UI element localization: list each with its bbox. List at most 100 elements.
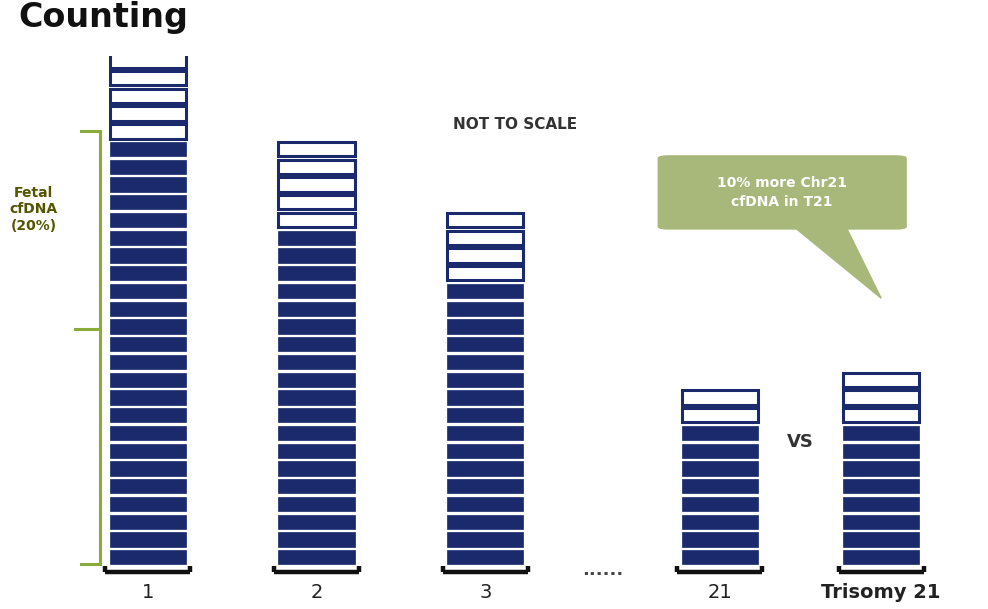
- Text: 21: 21: [707, 583, 732, 602]
- FancyBboxPatch shape: [843, 408, 919, 423]
- FancyBboxPatch shape: [279, 426, 355, 440]
- FancyBboxPatch shape: [843, 426, 919, 440]
- FancyBboxPatch shape: [110, 319, 186, 334]
- FancyBboxPatch shape: [110, 266, 186, 281]
- Text: 1: 1: [142, 583, 154, 602]
- FancyBboxPatch shape: [110, 373, 186, 387]
- FancyBboxPatch shape: [448, 497, 524, 511]
- FancyBboxPatch shape: [843, 462, 919, 476]
- FancyBboxPatch shape: [110, 532, 186, 547]
- FancyBboxPatch shape: [110, 53, 186, 68]
- Text: 10% more Chr21
cfDNA in T21: 10% more Chr21 cfDNA in T21: [717, 176, 847, 209]
- FancyBboxPatch shape: [110, 408, 186, 423]
- FancyBboxPatch shape: [682, 426, 758, 440]
- FancyBboxPatch shape: [110, 479, 186, 493]
- FancyBboxPatch shape: [279, 497, 355, 511]
- FancyBboxPatch shape: [110, 107, 186, 121]
- FancyBboxPatch shape: [448, 213, 524, 227]
- FancyBboxPatch shape: [682, 443, 758, 458]
- FancyBboxPatch shape: [448, 462, 524, 476]
- FancyBboxPatch shape: [448, 479, 524, 493]
- FancyBboxPatch shape: [843, 373, 919, 387]
- FancyBboxPatch shape: [279, 177, 355, 192]
- FancyBboxPatch shape: [843, 497, 919, 511]
- FancyBboxPatch shape: [448, 248, 524, 262]
- FancyBboxPatch shape: [110, 443, 186, 458]
- FancyBboxPatch shape: [448, 355, 524, 369]
- FancyBboxPatch shape: [448, 301, 524, 316]
- FancyBboxPatch shape: [682, 515, 758, 529]
- FancyBboxPatch shape: [110, 426, 186, 440]
- FancyBboxPatch shape: [448, 266, 524, 281]
- FancyBboxPatch shape: [279, 337, 355, 351]
- FancyBboxPatch shape: [448, 532, 524, 547]
- FancyBboxPatch shape: [682, 479, 758, 493]
- FancyBboxPatch shape: [110, 390, 186, 405]
- FancyBboxPatch shape: [279, 160, 355, 174]
- FancyBboxPatch shape: [682, 497, 758, 511]
- FancyBboxPatch shape: [682, 408, 758, 423]
- FancyBboxPatch shape: [279, 550, 355, 565]
- FancyBboxPatch shape: [110, 462, 186, 476]
- FancyBboxPatch shape: [279, 390, 355, 405]
- FancyBboxPatch shape: [279, 142, 355, 157]
- FancyBboxPatch shape: [110, 35, 186, 50]
- FancyBboxPatch shape: [110, 497, 186, 511]
- FancyBboxPatch shape: [448, 337, 524, 351]
- FancyBboxPatch shape: [110, 301, 186, 316]
- FancyBboxPatch shape: [448, 443, 524, 458]
- Text: NOT TO SCALE: NOT TO SCALE: [453, 117, 577, 132]
- FancyBboxPatch shape: [110, 71, 186, 85]
- FancyBboxPatch shape: [110, 177, 186, 192]
- FancyBboxPatch shape: [110, 550, 186, 565]
- FancyBboxPatch shape: [682, 550, 758, 565]
- FancyBboxPatch shape: [448, 373, 524, 387]
- FancyBboxPatch shape: [110, 231, 186, 245]
- FancyBboxPatch shape: [279, 408, 355, 423]
- FancyBboxPatch shape: [843, 515, 919, 529]
- FancyBboxPatch shape: [843, 532, 919, 547]
- FancyBboxPatch shape: [448, 284, 524, 298]
- FancyBboxPatch shape: [658, 156, 906, 229]
- FancyBboxPatch shape: [279, 248, 355, 262]
- FancyBboxPatch shape: [110, 515, 186, 529]
- FancyBboxPatch shape: [110, 355, 186, 369]
- FancyBboxPatch shape: [448, 390, 524, 405]
- FancyBboxPatch shape: [279, 284, 355, 298]
- FancyBboxPatch shape: [279, 443, 355, 458]
- FancyBboxPatch shape: [279, 373, 355, 387]
- FancyBboxPatch shape: [448, 426, 524, 440]
- FancyBboxPatch shape: [110, 284, 186, 298]
- Text: VS: VS: [787, 432, 814, 451]
- Text: Fetal
cfDNA
(20%): Fetal cfDNA (20%): [10, 186, 57, 233]
- FancyBboxPatch shape: [279, 195, 355, 209]
- FancyBboxPatch shape: [110, 337, 186, 351]
- Text: ......: ......: [582, 560, 623, 579]
- FancyBboxPatch shape: [682, 532, 758, 547]
- Text: 3: 3: [479, 583, 491, 602]
- FancyBboxPatch shape: [110, 248, 186, 262]
- FancyBboxPatch shape: [279, 266, 355, 281]
- FancyBboxPatch shape: [448, 515, 524, 529]
- FancyBboxPatch shape: [279, 532, 355, 547]
- FancyBboxPatch shape: [448, 408, 524, 423]
- FancyBboxPatch shape: [110, 213, 186, 227]
- FancyBboxPatch shape: [448, 550, 524, 565]
- FancyBboxPatch shape: [279, 231, 355, 245]
- FancyBboxPatch shape: [110, 89, 186, 103]
- Polygon shape: [793, 227, 881, 298]
- FancyBboxPatch shape: [279, 213, 355, 227]
- Text: Trisomy 21: Trisomy 21: [821, 583, 941, 602]
- FancyBboxPatch shape: [843, 390, 919, 405]
- FancyBboxPatch shape: [110, 142, 186, 157]
- FancyBboxPatch shape: [110, 124, 186, 138]
- FancyBboxPatch shape: [279, 355, 355, 369]
- FancyBboxPatch shape: [110, 160, 186, 174]
- FancyBboxPatch shape: [843, 550, 919, 565]
- FancyBboxPatch shape: [448, 231, 524, 245]
- FancyBboxPatch shape: [682, 390, 758, 405]
- FancyBboxPatch shape: [279, 301, 355, 316]
- FancyBboxPatch shape: [843, 479, 919, 493]
- FancyBboxPatch shape: [279, 515, 355, 529]
- FancyBboxPatch shape: [448, 319, 524, 334]
